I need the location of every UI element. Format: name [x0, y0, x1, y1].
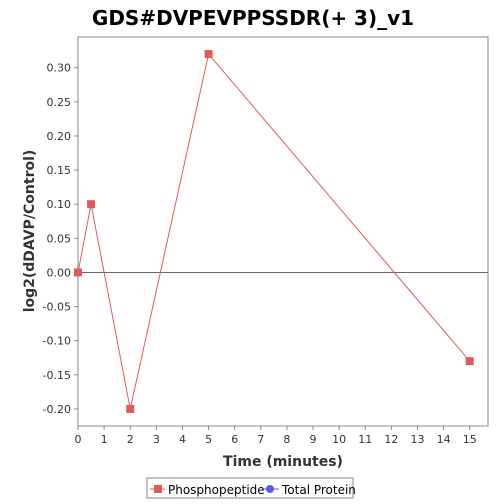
series-layer	[74, 50, 474, 413]
y-tick-label: 0.10	[47, 198, 72, 211]
y-tick-label: -0.15	[43, 369, 71, 382]
legend-marker-circle	[266, 485, 274, 493]
chart-title: GDS#DVPEVPPSSDR(+ 3)_v1	[92, 6, 414, 30]
plot-area: 0 1 2 3 4 5 6 7 8 9 10 11 12 13 14 15 0.300.250.200.150…	[43, 36, 489, 446]
x-axis-label: Time (minutes)	[223, 454, 343, 470]
y-tick-label: -0.20	[43, 403, 71, 416]
legend-marker-square	[154, 485, 162, 493]
legend-label-total-protein: Total Protein	[281, 483, 356, 497]
x-tick-label: 11	[358, 433, 372, 446]
x-tick-label: 2	[127, 433, 134, 446]
y-axis-ticks: 0.30 0.25 0.20 0.15 0.10 0.05 0.00 -0.05 -0.10 -0…	[43, 62, 78, 416]
y-tick-label: 0.15	[47, 164, 72, 177]
data-point-phosphopeptide	[74, 268, 82, 277]
legend-item-phosphopeptide: Phosphopeptide	[150, 483, 265, 497]
x-tick-label: 6	[231, 433, 238, 446]
y-tick-label: 0.05	[47, 232, 72, 245]
x-tick-label: 10	[332, 433, 346, 446]
data-point-phosphopeptide	[126, 404, 135, 413]
x-tick-label: 9	[310, 433, 317, 446]
x-tick-label: 13	[410, 433, 424, 446]
legend: Phosphopeptide Total Protein	[146, 477, 356, 499]
legend-frame	[146, 477, 354, 499]
legend-item-total-protein: Total Protein	[262, 483, 356, 497]
x-tick-label: 1	[101, 433, 108, 446]
data-point-phosphopeptide	[204, 50, 213, 59]
x-tick-label: 0	[75, 433, 82, 446]
x-tick-label: 12	[384, 433, 398, 446]
plot-frame	[77, 36, 489, 427]
y-tick-label: 0.00	[47, 266, 72, 279]
y-tick-label: 0.30	[47, 62, 72, 75]
y-axis-label: log2(dDAVP/Control)	[22, 150, 38, 313]
x-tick-label: 14	[437, 433, 451, 446]
x-tick-label: 3	[153, 433, 160, 446]
data-point-phosphopeptide	[87, 200, 96, 209]
y-tick-label: 0.20	[47, 130, 72, 143]
y-tick-label: 0.25	[47, 96, 72, 109]
x-tick-label: 4	[179, 433, 186, 446]
x-axis-ticks: 0 1 2 3 4 5 6 7 8 9 10 11 12 13 14 15	[75, 426, 477, 446]
x-tick-label: 15	[463, 433, 477, 446]
legend-label-phosphopeptide: Phosphopeptide	[168, 483, 265, 497]
y-tick-label: -0.05	[43, 301, 71, 314]
y-tick-label: -0.10	[43, 335, 71, 348]
data-point-phosphopeptide	[465, 357, 474, 366]
x-tick-label: 8	[283, 433, 290, 446]
x-tick-label: 7	[257, 433, 264, 446]
x-tick-label: 5	[205, 433, 212, 446]
